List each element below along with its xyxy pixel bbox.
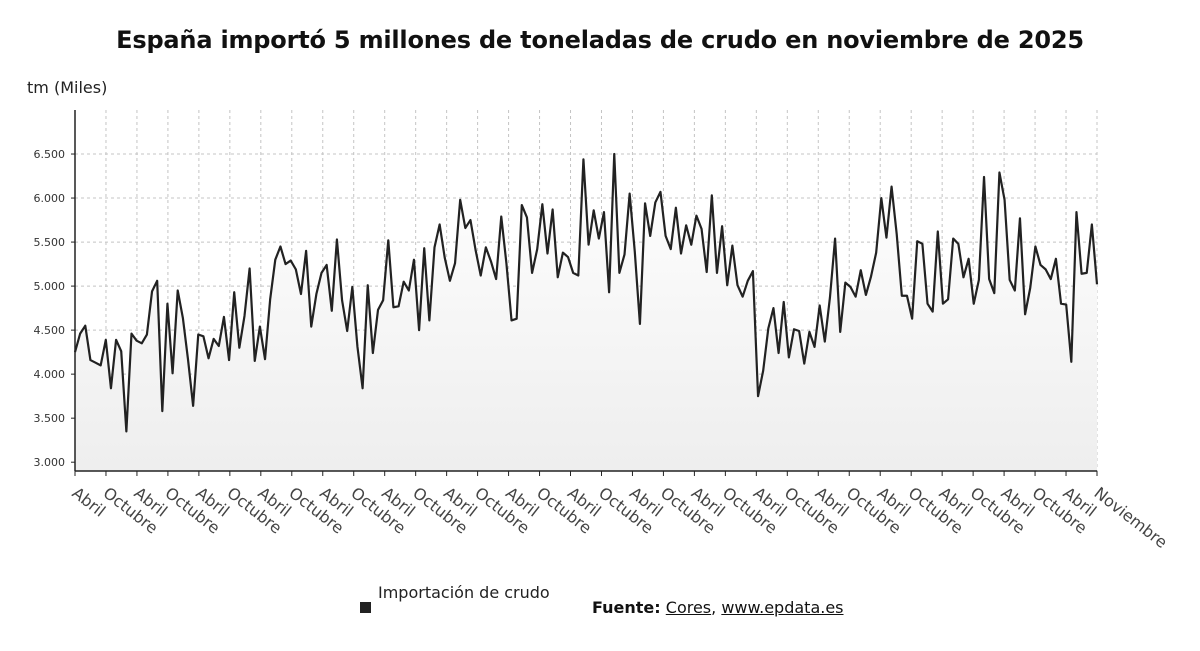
series-area [75, 154, 1097, 471]
legend-swatch [360, 602, 371, 613]
y-tick-label: 4.000 [34, 368, 66, 381]
source-note: Fuente: Cores, www.epdata.es [592, 598, 844, 617]
source-prefix: Fuente: [592, 598, 661, 617]
series-line [73, 152, 1099, 433]
y-tick-label: 4.500 [34, 324, 66, 337]
y-tick-label: 6.500 [34, 148, 66, 161]
chart-title: España importó 5 millones de toneladas d… [116, 26, 1084, 54]
x-tick-label: Abril [69, 483, 110, 520]
y-tick-label: 6.000 [34, 192, 66, 205]
y-axis-unit-label: tm (Miles) [27, 78, 108, 97]
source-link-epdata[interactable]: www.epdata.es [721, 598, 844, 617]
y-tick-label: 3.500 [34, 412, 66, 425]
x-tick-label: Noviembre [1091, 483, 1172, 552]
source-separator: , [711, 598, 717, 617]
source-link-cores[interactable]: Cores [665, 598, 712, 617]
y-tick-label: 3.000 [34, 456, 66, 469]
y-tick-label: 5.000 [34, 280, 66, 293]
legend-label: Importación de crudo [378, 583, 550, 602]
y-tick-label: 5.500 [34, 236, 66, 249]
